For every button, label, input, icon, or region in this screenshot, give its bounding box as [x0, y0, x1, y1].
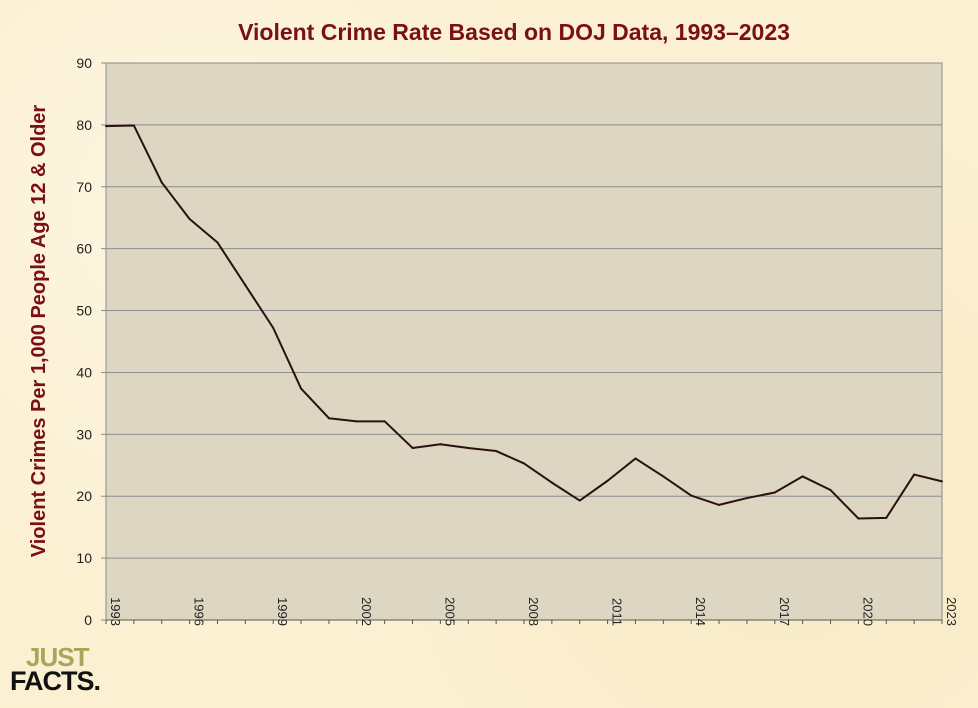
data-point-2013 [662, 475, 665, 478]
data-point-2002 [355, 420, 358, 423]
y-axis-label: Violent Crimes Per 1,000 People Age 12 &… [28, 105, 50, 558]
data-point-2005 [439, 443, 442, 446]
ytick-label-20: 20 [76, 488, 92, 504]
data-point-2012 [634, 457, 637, 460]
data-point-1994 [132, 124, 135, 127]
data-point-2008 [523, 462, 525, 465]
xtick-label-1993: 1993 [108, 597, 123, 626]
data-point-2009 [550, 481, 553, 484]
data-point-2000 [300, 387, 303, 390]
ytick-label-60: 60 [76, 241, 92, 257]
plot-area [105, 62, 943, 621]
xtick-label-2014: 2014 [693, 597, 708, 626]
ytick-label-50: 50 [76, 303, 92, 319]
data-point-1996 [188, 217, 191, 220]
data-point-2017 [773, 491, 776, 494]
data-point-2006 [467, 446, 470, 449]
xtick-label-2005: 2005 [442, 597, 457, 626]
data-point-2022 [913, 473, 916, 476]
data-point-2016 [745, 497, 748, 500]
data-point-1998 [244, 284, 247, 287]
ytick-label-10: 10 [76, 550, 92, 566]
data-point-2003 [383, 420, 386, 423]
data-point-2004 [411, 446, 414, 449]
ytick-label-70: 70 [76, 179, 92, 195]
data-point-2018 [801, 475, 804, 478]
data-point-2015 [718, 503, 721, 506]
xtick-label-1999: 1999 [275, 597, 290, 626]
xtick-label-2017: 2017 [777, 597, 792, 626]
data-point-2011 [606, 479, 609, 482]
xtick-label-2023: 2023 [944, 597, 959, 626]
xtick-label-2020: 2020 [860, 597, 875, 626]
ytick-label-90: 90 [76, 55, 92, 71]
ytick-label-80: 80 [76, 117, 92, 133]
ytick-label-30: 30 [76, 426, 92, 442]
logo-line-2: FACTS. [10, 666, 101, 696]
logo-line-1: JUST [26, 642, 89, 672]
ytick-label-0: 0 [84, 612, 92, 628]
data-point-2020 [857, 517, 860, 520]
xtick-label-1996: 1996 [192, 597, 207, 626]
chart-title: Violent Crime Rate Based on DOJ Data, 19… [238, 19, 790, 45]
data-point-2001 [327, 417, 330, 420]
data-point-2007 [495, 450, 498, 453]
ytick-label-40: 40 [76, 364, 92, 380]
data-point-2023 [941, 480, 943, 483]
xtick-label-2011: 2011 [610, 598, 625, 626]
xtick-label-2008: 2008 [526, 597, 541, 626]
just-facts-logo: JUST FACTS. [10, 642, 101, 696]
data-point-1995 [160, 181, 163, 184]
data-point-2010 [578, 499, 581, 502]
data-point-2014 [690, 494, 693, 497]
xtick-label-2002: 2002 [359, 597, 374, 626]
data-point-2019 [829, 489, 832, 492]
data-point-2021 [885, 516, 888, 519]
data-point-1999 [272, 326, 275, 329]
data-point-1997 [216, 241, 219, 244]
data-point-1993 [105, 125, 107, 128]
